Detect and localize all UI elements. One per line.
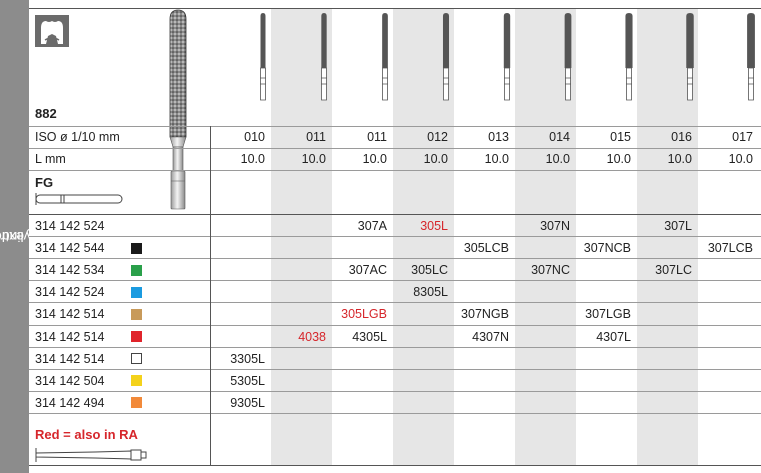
grit-color-swatch — [131, 397, 142, 409]
row-divider — [29, 302, 761, 303]
row-divider — [29, 347, 761, 348]
reference-number: 305LGB — [341, 307, 387, 322]
article-number: 314 142 524 — [35, 219, 105, 233]
column-divider — [210, 126, 211, 465]
article-number: 314 142 544 — [35, 241, 105, 256]
grit-color-swatch — [131, 242, 142, 254]
row-divider — [29, 258, 761, 259]
article-number: 314 142 494 — [35, 395, 105, 410]
bur-silhouette-icon — [747, 13, 755, 101]
iso-size-value: 015 — [610, 130, 631, 144]
reference-number: 307NCB — [583, 241, 631, 256]
category-sidebar: Cylinder round, extra long — [0, 0, 67, 473]
reference-number: 8305L — [413, 285, 448, 300]
shank-type-label: FG — [35, 175, 54, 190]
row-divider — [29, 236, 761, 237]
length-value: 10.0 — [728, 152, 753, 167]
reference-number: 4038 — [298, 329, 326, 344]
reference-number: 305LCB — [463, 241, 509, 256]
row-divider — [29, 148, 761, 149]
bur-silhouette-icon — [564, 13, 572, 101]
row-divider — [29, 325, 761, 326]
ra-shank-icon — [35, 448, 147, 462]
bur-silhouette-icon — [382, 13, 388, 101]
iso-size-value: 017 — [732, 130, 753, 144]
bur-silhouette-icon — [321, 13, 327, 101]
grit-color-swatch — [131, 308, 142, 320]
figure-number: 882 — [35, 106, 57, 121]
article-number: 314 142 514 — [35, 307, 105, 322]
reference-number: 4305L — [352, 329, 387, 344]
grit-color-swatch — [131, 264, 142, 276]
reference-number: 307NGB — [461, 307, 509, 322]
iso-size-value: 011 — [367, 130, 387, 144]
iso-size-value: 013 — [488, 130, 509, 144]
bur-silhouette-icon — [260, 13, 266, 101]
ra-note: Red = also in RA — [35, 427, 138, 442]
reference-number: 5305L — [230, 373, 265, 388]
reference-number: 307N — [540, 219, 570, 233]
crown-icon — [35, 15, 69, 47]
iso-size-value: 010 — [244, 130, 265, 144]
reference-number: 307LCB — [707, 241, 753, 256]
reference-number: 307NC — [531, 263, 570, 278]
grit-color-swatch — [131, 331, 142, 342]
length-value: 10.0 — [362, 152, 387, 167]
grit-color-swatch — [131, 286, 142, 298]
article-number: 314 142 514 — [35, 351, 105, 366]
grit-color-swatch — [131, 375, 142, 387]
bur-silhouette-icon — [503, 13, 511, 101]
reference-number: 4307N — [472, 329, 509, 344]
row-divider — [29, 170, 761, 171]
reference-number: 4307L — [596, 329, 631, 344]
row-divider — [29, 391, 761, 392]
length-value: 10.0 — [240, 152, 265, 167]
iso-size-value: 014 — [549, 130, 570, 144]
row-divider — [29, 369, 761, 370]
row-divider — [29, 8, 761, 9]
bur-illustration — [169, 9, 187, 210]
bur-silhouette-icon — [686, 13, 694, 101]
fg-shank-icon — [35, 193, 123, 205]
reference-number: 307LC — [655, 263, 692, 278]
length-label: L mm — [35, 152, 66, 167]
reference-number: 307L — [664, 219, 692, 233]
reference-number: 305LC — [411, 263, 448, 278]
length-value: 10.0 — [484, 152, 509, 167]
article-number: 314 142 524 — [35, 285, 105, 300]
bur-silhouette-icon — [442, 13, 450, 101]
bur-silhouette-icon — [625, 13, 633, 101]
reference-number: 307LGB — [585, 307, 631, 322]
row-divider — [29, 280, 761, 281]
length-value: 10.0 — [606, 152, 631, 167]
article-number: 314 142 504 — [35, 373, 105, 388]
article-number: 314 142 534 — [35, 263, 105, 278]
length-value: 10.0 — [423, 152, 448, 167]
row-divider — [29, 126, 761, 127]
row-divider — [29, 465, 761, 466]
iso-size-label: ISO ø 1/10 mm — [35, 130, 120, 144]
bur-table: 882 FG — [29, 0, 761, 473]
reference-number: 305L — [420, 219, 448, 233]
iso-size-value: 012 — [427, 130, 448, 144]
article-number: 314 142 514 — [35, 329, 105, 344]
reference-number: 307A — [357, 219, 387, 233]
length-value: 10.0 — [301, 152, 326, 167]
reference-number: 9305L — [230, 395, 265, 410]
grit-color-swatch — [131, 353, 142, 365]
iso-size-value: 011 — [306, 130, 326, 144]
iso-size-value: 016 — [671, 130, 692, 144]
length-value: 10.0 — [667, 152, 692, 167]
row-divider — [29, 214, 761, 215]
reference-number: 307AC — [348, 263, 387, 278]
row-divider — [29, 413, 761, 414]
length-value: 10.0 — [545, 152, 570, 167]
reference-number: 3305L — [230, 351, 265, 366]
